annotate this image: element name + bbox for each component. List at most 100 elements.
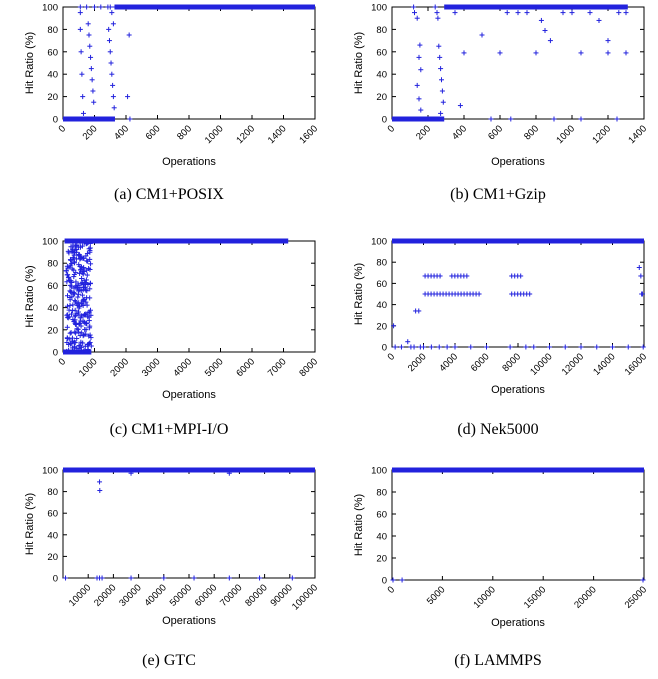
data-point xyxy=(127,116,133,122)
data-point xyxy=(84,295,90,301)
data-point xyxy=(418,67,424,73)
data-point xyxy=(67,257,73,263)
data-point xyxy=(524,10,530,16)
x-tick-label: 200 xyxy=(414,123,433,142)
y-tick-label: 100 xyxy=(42,3,58,14)
data-point xyxy=(73,283,79,289)
chart-caption: (d) Nek5000 xyxy=(457,421,538,438)
data-point xyxy=(87,286,93,292)
data-point xyxy=(80,94,86,100)
data-point xyxy=(66,314,72,320)
data-point xyxy=(89,77,95,83)
data-point xyxy=(128,575,134,581)
chart-e: 0 20 40 60 80 100 1000020000300004000050000600… xyxy=(24,466,320,628)
data-point xyxy=(80,340,86,346)
x-tick-label: 1000 xyxy=(203,123,226,146)
data-point xyxy=(81,277,87,283)
data-point xyxy=(542,28,548,34)
data-point xyxy=(65,265,71,271)
data-point xyxy=(83,321,89,327)
y-tick-label: 80 xyxy=(376,25,387,36)
y-tick-label: 40 xyxy=(47,530,58,541)
data-point xyxy=(72,297,78,303)
data-point xyxy=(614,116,620,122)
data-point xyxy=(468,344,474,350)
y-tick-label: 60 xyxy=(47,281,58,292)
plateau-band xyxy=(392,467,644,473)
data-point xyxy=(414,82,420,88)
data-point xyxy=(91,99,97,105)
data-point xyxy=(72,291,78,297)
data-point xyxy=(111,105,117,111)
data-point xyxy=(97,488,103,494)
y-tick-label: 20 xyxy=(376,92,387,103)
data-point xyxy=(73,321,79,327)
data-point xyxy=(547,38,553,44)
data-points xyxy=(63,4,315,122)
data-point xyxy=(587,10,593,16)
data-point xyxy=(67,297,73,303)
data-point xyxy=(416,308,422,314)
y-axis-label: Hit Ratio (%) xyxy=(24,32,36,94)
data-point xyxy=(70,317,76,323)
data-point xyxy=(438,110,444,116)
y-tick-label: 60 xyxy=(47,509,58,520)
data-point xyxy=(77,343,83,349)
data-point xyxy=(428,344,434,350)
data-point xyxy=(504,10,510,16)
x-tick-label: 50000 xyxy=(168,582,194,608)
data-point xyxy=(64,340,70,346)
x-tick-label: 0 xyxy=(386,351,398,363)
data-point xyxy=(65,275,71,281)
data-point xyxy=(108,60,114,66)
x-tick-label: 1400 xyxy=(266,123,289,146)
data-point xyxy=(417,42,423,48)
data-point xyxy=(85,21,91,27)
y-tick-label: 80 xyxy=(376,488,387,499)
data-point xyxy=(569,10,575,16)
chart-caption: (f) LAMMPS xyxy=(454,652,542,669)
x-tick-label: 15000 xyxy=(522,584,548,610)
data-point xyxy=(421,344,426,350)
y-tick-label: 40 xyxy=(47,70,58,81)
data-point xyxy=(84,288,90,294)
data-point xyxy=(226,575,232,581)
data-point xyxy=(71,344,77,350)
data-point xyxy=(605,38,611,44)
data-point xyxy=(106,26,112,32)
data-point xyxy=(73,249,79,255)
data-point xyxy=(77,4,83,10)
chart-f: 0 20 40 60 80 100 0 5000 10000 15000 20000 25000 Ope… xyxy=(353,466,649,630)
data-point xyxy=(488,116,494,122)
data-point xyxy=(67,278,73,284)
data-point xyxy=(161,575,167,581)
data-point xyxy=(87,248,93,254)
data-point xyxy=(69,311,75,317)
y-tick-label: 20 xyxy=(47,92,58,103)
data-point xyxy=(66,347,72,353)
data-point xyxy=(84,258,90,264)
data-point xyxy=(515,10,521,16)
data-point xyxy=(523,344,529,350)
data-point xyxy=(86,32,92,38)
data-point xyxy=(71,274,77,280)
data-point xyxy=(636,265,642,270)
data-point xyxy=(191,575,197,581)
data-point xyxy=(625,344,631,350)
data-point xyxy=(87,281,93,287)
data-point xyxy=(64,324,70,330)
data-point xyxy=(78,300,84,306)
data-point xyxy=(105,4,111,10)
data-point xyxy=(65,293,71,299)
data-point xyxy=(77,256,83,262)
data-point xyxy=(640,344,646,350)
data-point xyxy=(435,15,441,21)
data-point xyxy=(109,10,115,16)
data-point xyxy=(226,470,232,476)
y-tick-label: 60 xyxy=(47,47,58,58)
chart-caption: (a) CM1+POSIX xyxy=(114,186,224,203)
data-point xyxy=(82,326,88,332)
plot-frame xyxy=(62,469,316,579)
plot-frame xyxy=(391,469,645,581)
